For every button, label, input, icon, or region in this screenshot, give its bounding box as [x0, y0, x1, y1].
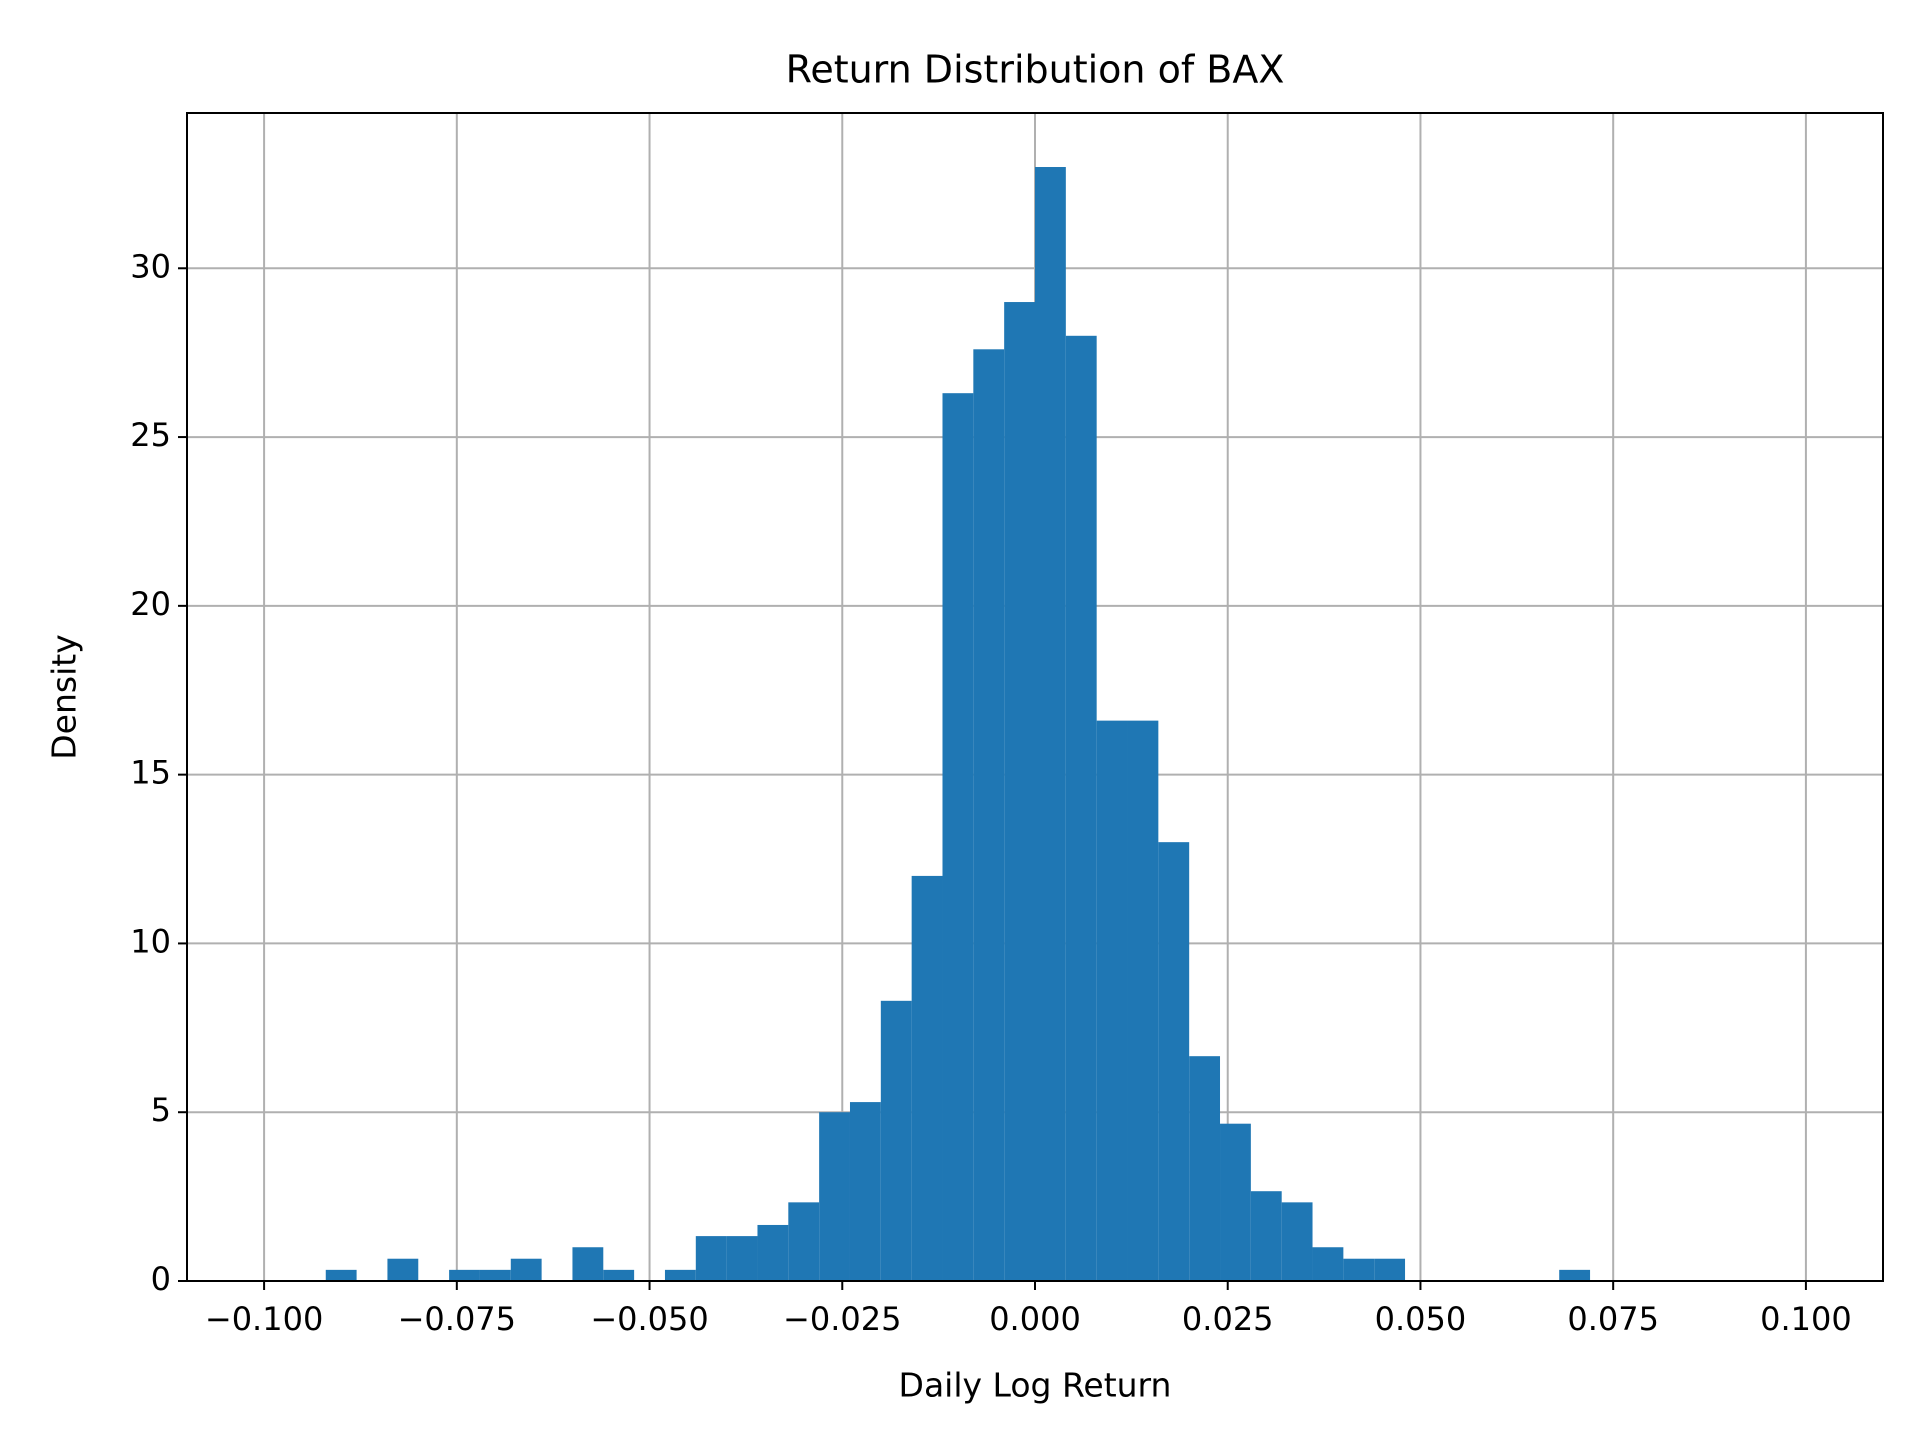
- bar: [1127, 720, 1159, 1281]
- x-tick-label: 0.075: [1567, 1300, 1659, 1338]
- bar: [1250, 1191, 1282, 1281]
- bar: [1096, 720, 1128, 1281]
- plot-frame: [186, 112, 1884, 1282]
- bar: [819, 1112, 850, 1281]
- y-tick-label: 10: [130, 922, 171, 960]
- y-tick-label: 20: [130, 585, 171, 623]
- bar: [1374, 1258, 1406, 1281]
- bar: [849, 1102, 881, 1281]
- bar: [510, 1258, 542, 1281]
- bar: [1312, 1247, 1344, 1281]
- bar: [1220, 1123, 1251, 1281]
- bar: [1065, 335, 1097, 1281]
- y-tick-label: 5: [151, 1091, 171, 1129]
- bar: [479, 1269, 511, 1281]
- bar: [695, 1236, 727, 1281]
- bar: [1035, 167, 1066, 1281]
- x-tick-label: 0.025: [1182, 1300, 1274, 1338]
- bar: [572, 1247, 604, 1281]
- x-tick-label: 0.100: [1760, 1300, 1852, 1338]
- bar: [1343, 1258, 1375, 1281]
- bar: [1281, 1202, 1313, 1281]
- x-axis-label: Daily Log Return: [899, 1366, 1172, 1405]
- bar: [603, 1269, 635, 1281]
- bar: [1158, 842, 1190, 1281]
- bar: [911, 875, 943, 1281]
- bar: [973, 349, 1005, 1282]
- bar: [880, 1000, 912, 1281]
- bar: [757, 1224, 789, 1281]
- chart-title: Return Distribution of BAX: [786, 48, 1285, 92]
- y-axis-label: Density: [45, 634, 84, 759]
- bar: [325, 1269, 357, 1281]
- x-tick-label: 0.000: [989, 1300, 1081, 1338]
- bar: [664, 1269, 696, 1281]
- x-tick-label: 0.050: [1375, 1300, 1467, 1338]
- bar: [1004, 302, 1035, 1281]
- bar: [1189, 1056, 1221, 1281]
- y-tick-label: 25: [130, 416, 171, 454]
- bar: [942, 393, 974, 1282]
- x-tick-label: −0.100: [205, 1300, 323, 1338]
- y-tick-label: 30: [130, 247, 171, 285]
- y-tick-label: 0: [151, 1260, 171, 1298]
- x-tick-label: −0.075: [398, 1300, 516, 1338]
- bar: [1559, 1269, 1591, 1281]
- bar: [449, 1269, 480, 1281]
- bar: [726, 1236, 758, 1281]
- x-tick-label: −0.025: [783, 1300, 901, 1338]
- y-tick-label: 15: [130, 754, 171, 792]
- bar: [788, 1202, 820, 1281]
- bar: [387, 1258, 419, 1281]
- x-tick-label: −0.050: [590, 1300, 708, 1338]
